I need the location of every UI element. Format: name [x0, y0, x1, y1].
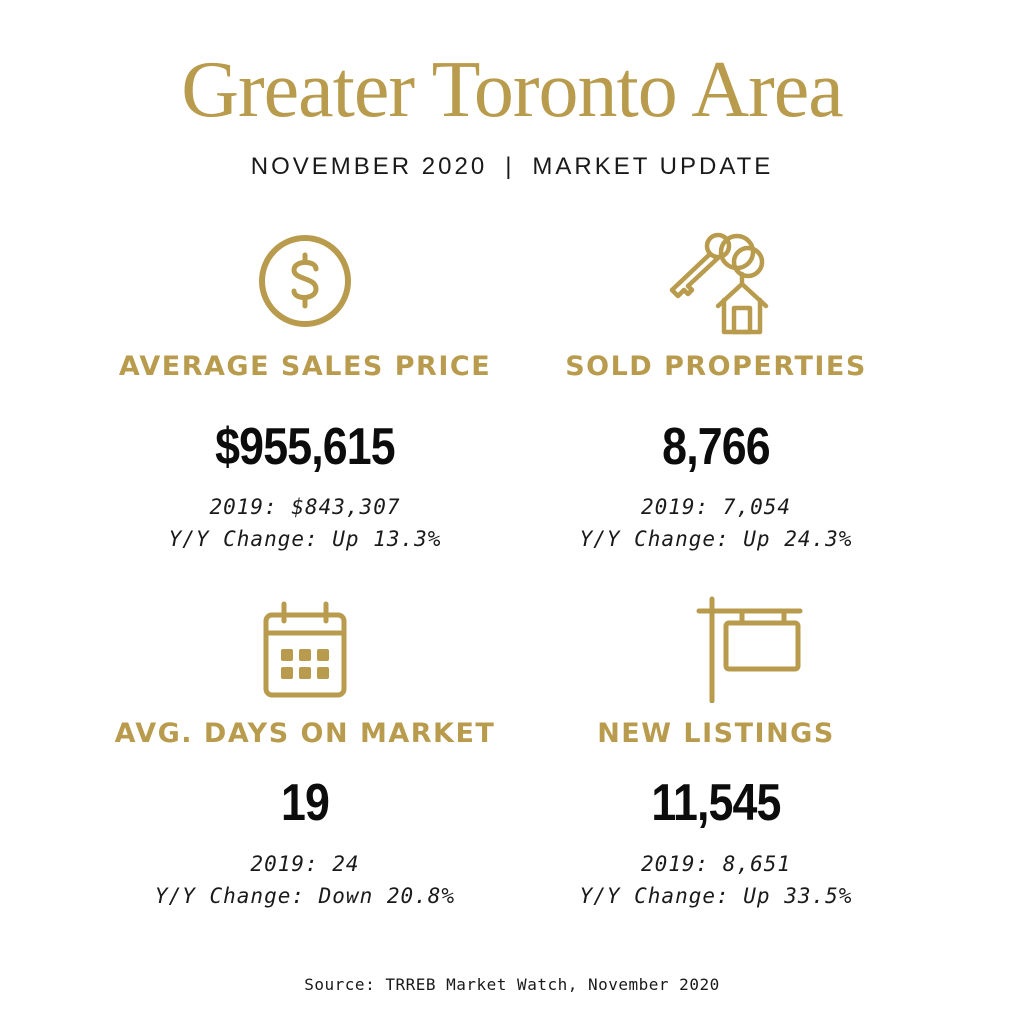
subtitle-separator: |	[505, 153, 515, 180]
stat-value-sold-properties: 8,766	[662, 418, 770, 476]
stat-value-average-sales-price: $955,615	[215, 418, 396, 476]
source-footnote: Source: TRREB Market Watch, November 202…	[304, 975, 720, 994]
page-title: Greater Toronto Area	[181, 46, 844, 134]
house-keys-icon	[662, 228, 772, 336]
stat-value-avg-days-on-market: 19	[280, 774, 330, 832]
stat-change-avg-days-on-market: Y/Y Change: Down 20.8%	[154, 884, 456, 908]
stat-change-average-sales-price: Y/Y Change: Up 13.3%	[168, 527, 442, 551]
page-subtitle: NOVEMBER 2020 | MARKET UPDATE	[0, 152, 1024, 182]
stat-change-sold-properties: Y/Y Change: Up 24.3%	[579, 527, 853, 551]
stat-prior-sold-properties: 2019: 7,054	[640, 495, 792, 519]
listing-sign-icon	[696, 595, 804, 703]
stat-prior-avg-days-on-market: 2019: 24	[250, 852, 360, 876]
stat-label-avg-days-on-market: AVG. DAYS ON MARKET	[114, 718, 496, 749]
stat-prior-average-sales-price: 2019: $843,307	[209, 495, 401, 519]
stat-label-new-listings: NEW LISTINGS	[597, 718, 835, 749]
calendar-icon	[262, 601, 348, 699]
stat-label-average-sales-price: AVERAGE SALES PRICE	[118, 351, 492, 382]
stat-value-new-listings: 11,545	[651, 774, 781, 832]
stat-change-new-listings: Y/Y Change: Up 33.5%	[579, 884, 853, 908]
stat-label-sold-properties: SOLD PROPERTIES	[565, 351, 867, 382]
subtitle-date: NOVEMBER 2020	[250, 153, 488, 180]
subtitle-label: MARKET UPDATE	[532, 153, 774, 180]
dollar-icon	[257, 233, 353, 329]
stat-prior-new-listings: 2019: 8,651	[640, 852, 792, 876]
